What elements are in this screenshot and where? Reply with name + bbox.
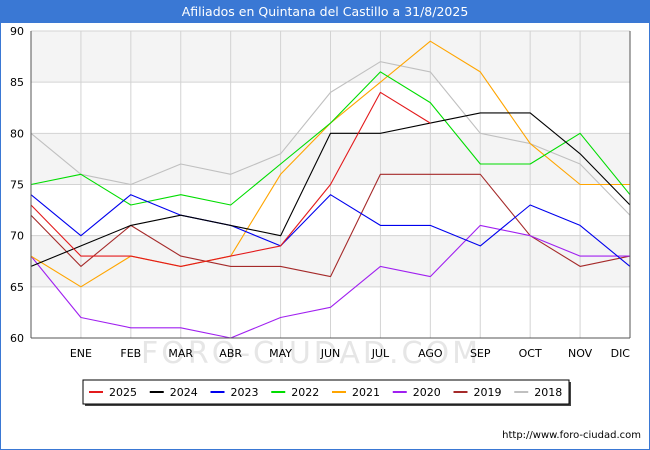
x-tick-labels: ENE FEB MAR ABR MAY JUN JUL AGO SEP OCT NOV DIC [70,347,630,360]
x-tick-label-nov: NOV [568,347,593,360]
axes [30,31,631,339]
legend-label-2020: 2020 [413,386,441,399]
x-tick-label-may: MAY [269,347,292,360]
legend: 2025 2024 2023 2022 2021 2020 2019 2018 [82,379,571,406]
y-tick-label-65: 65 [10,281,24,294]
legend-label-2018: 2018 [534,386,562,399]
x-tick-label-dic: DIC [611,347,631,360]
y-tick-label-70: 70 [10,230,24,243]
series-line-2025 [30,91,431,267]
x-tick-label-sep: SEP [470,347,491,360]
footer-url: http://www.foro-ciudad.com [502,430,641,441]
y-tick-label-60: 60 [10,332,24,345]
x-tick-label-ene: ENE [70,347,92,360]
legend-box [82,379,570,405]
legend-label-2024: 2024 [170,386,198,399]
x-tick-label-feb: FEB [120,347,141,360]
legend-label-2021: 2021 [352,386,380,399]
series-line-2024 [30,112,631,267]
series-line-2022 [30,71,631,206]
legend-label-2023: 2023 [231,386,259,399]
y-tick-label-85: 85 [10,76,24,89]
x-tick-label-abr: ABR [219,347,242,360]
x-tick-label-jun: JUN [320,347,341,360]
legend-label-2019: 2019 [474,386,502,399]
legend-label-2025: 2025 [109,386,137,399]
chart-title: Afiliados en Quintana del Castillo a 31/… [1,1,649,23]
y-tick-labels: 60 65 70 75 80 85 90 [10,25,24,345]
series-lines [30,40,631,339]
x-tick-label-mar: MAR [168,347,193,360]
y-tick-label-80: 80 [10,127,24,140]
x-tick-label-ago: AGO [418,347,443,360]
y-tick-label-90: 90 [10,25,24,38]
legend-label-2022: 2022 [291,386,319,399]
y-tick-label-75: 75 [10,179,24,192]
x-tick-label-jul: JUL [371,347,390,360]
watermark: FORO-CIUDAD.COM [141,336,481,371]
x-tick-label-oct: OCT [519,347,542,360]
series-line-2020 [30,224,630,339]
series-line-2023 [30,194,631,267]
